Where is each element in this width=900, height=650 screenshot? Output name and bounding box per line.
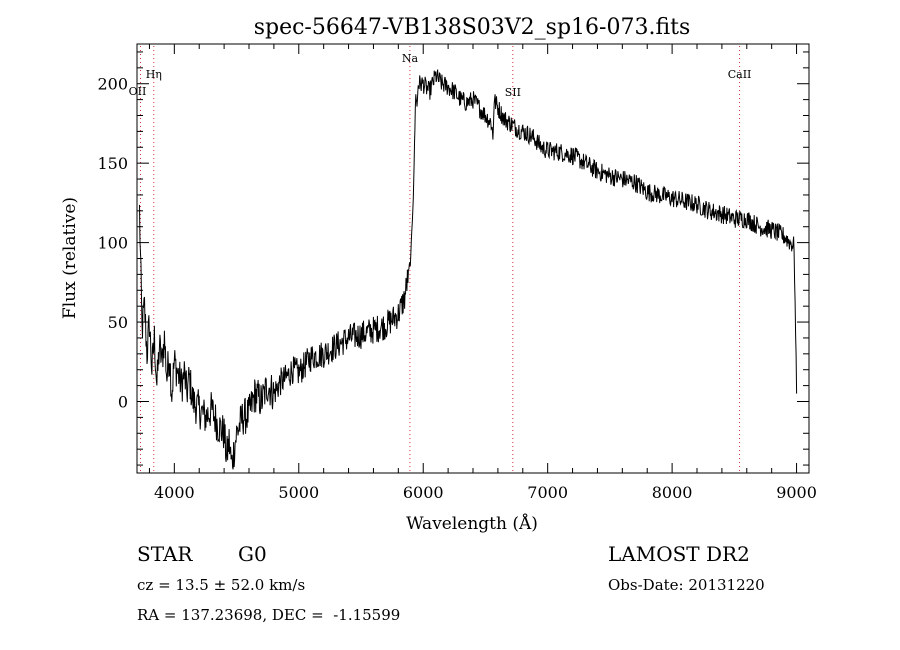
line-marker-label: Na <box>402 52 419 65</box>
y-tick-label: 150 <box>97 154 128 173</box>
axis-ticks: 4000 5000 6000 7000 8000 9000 0 50 100 150 200 <box>97 44 817 502</box>
object-class: STAR <box>137 542 193 566</box>
x-tick-label: 4000 <box>154 483 195 502</box>
y-tick-label: 0 <box>118 393 128 412</box>
y-tick-label: 100 <box>97 234 128 253</box>
chart-title: spec-56647-VB138S03V2_sp16-073.fits <box>254 15 691 40</box>
spectrum-line <box>139 69 798 470</box>
y-tick-label: 50 <box>108 313 128 332</box>
survey-name: LAMOST DR2 <box>608 542 750 566</box>
line-marker-label: Hη <box>146 68 162 81</box>
x-tick-label: 8000 <box>652 483 693 502</box>
y-tick-label: 200 <box>97 75 128 94</box>
line-marker-label: CaII <box>728 68 752 81</box>
coordinates: RA = 137.23698, DEC = -1.15599 <box>137 606 401 624</box>
y-axis-label: Flux (relative) <box>60 197 80 319</box>
line-marker-label: SII <box>505 86 521 99</box>
emission-line-markers: Hη OII Na SII CaII <box>129 46 752 473</box>
redshift-text: cz = 13.5 ± 52.0 km/s <box>137 576 306 594</box>
x-tick-label: 5000 <box>278 483 319 502</box>
x-tick-label: 9000 <box>776 483 817 502</box>
x-axis-label: Wavelength (Å) <box>406 513 538 534</box>
obs-date: Obs-Date: 20131220 <box>608 576 765 594</box>
subclass: G0 <box>238 542 267 566</box>
x-tick-label: 7000 <box>527 483 568 502</box>
x-tick-label: 6000 <box>403 483 444 502</box>
line-marker-label: OII <box>129 85 147 98</box>
